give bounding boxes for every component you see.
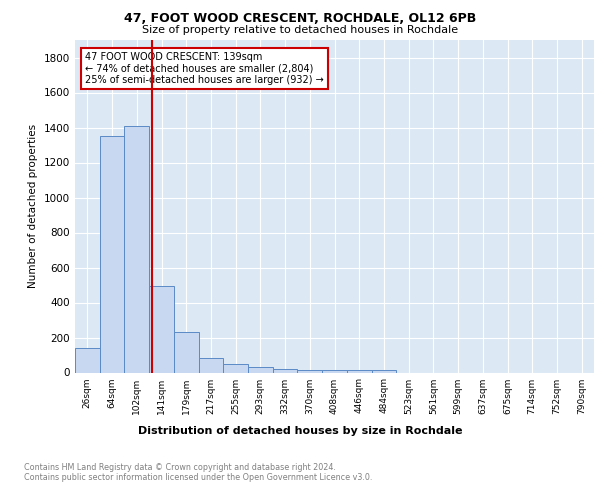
Text: Distribution of detached houses by size in Rochdale: Distribution of detached houses by size … — [138, 426, 462, 436]
Bar — [371, 370, 396, 372]
Text: 47, FOOT WOOD CRESCENT, ROCHDALE, OL12 6PB: 47, FOOT WOOD CRESCENT, ROCHDALE, OL12 6… — [124, 12, 476, 26]
Text: 47 FOOT WOOD CRESCENT: 139sqm
← 74% of detached houses are smaller (2,804)
25% o: 47 FOOT WOOD CRESCENT: 139sqm ← 74% of d… — [85, 52, 324, 85]
Bar — [75, 348, 100, 372]
Bar — [273, 369, 298, 372]
Text: Contains HM Land Registry data © Crown copyright and database right 2024.: Contains HM Land Registry data © Crown c… — [24, 462, 336, 471]
Bar — [223, 364, 248, 372]
Bar — [174, 332, 199, 372]
Bar — [298, 370, 322, 372]
Bar — [248, 367, 273, 372]
Text: Size of property relative to detached houses in Rochdale: Size of property relative to detached ho… — [142, 25, 458, 35]
Bar — [322, 370, 347, 372]
Bar — [347, 370, 371, 372]
Y-axis label: Number of detached properties: Number of detached properties — [28, 124, 38, 288]
Bar — [199, 358, 223, 372]
Bar — [100, 136, 124, 372]
Bar — [124, 126, 149, 372]
Bar — [149, 286, 174, 372]
Text: Contains public sector information licensed under the Open Government Licence v3: Contains public sector information licen… — [24, 474, 373, 482]
